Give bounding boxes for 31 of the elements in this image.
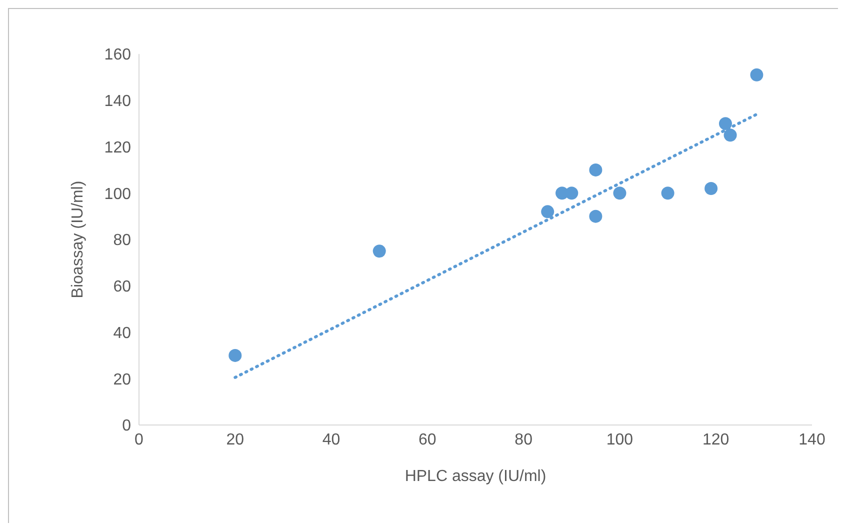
x-axis-title: HPLC assay (IU/ml) [404,468,546,485]
point [718,117,732,130]
point [704,182,718,195]
point [589,210,602,223]
x-tick-label: 100 [606,431,634,448]
y-tick-label: 60 [113,278,132,296]
point [661,186,674,200]
point [228,348,242,362]
point [613,186,626,200]
y-axis-title: Bioassay (IU/ml) [70,180,87,298]
y-tick-label: 20 [113,371,132,388]
x-tick-label: 0 [134,431,144,448]
point [750,68,764,82]
y-tick-label: 100 [104,186,132,203]
y-tick-label: 160 [104,46,132,64]
point [589,163,602,176]
y-tick-label: 80 [113,232,132,250]
y-tick-label: 120 [104,139,132,156]
y-tick-label: 40 [113,324,132,342]
point [565,186,578,200]
x-tick-label: 40 [322,431,340,448]
x-tick-label: 140 [798,431,826,448]
x-tick-label: 120 [702,431,730,448]
point [724,128,737,142]
point [372,244,386,258]
x-tick-label: 60 [418,431,436,448]
x-tick-label: 20 [226,431,244,448]
x-tick-label: 80 [514,431,533,448]
y-tick-label: 0 [122,418,132,435]
point [541,205,554,218]
y-tick-label: 140 [104,93,132,110]
